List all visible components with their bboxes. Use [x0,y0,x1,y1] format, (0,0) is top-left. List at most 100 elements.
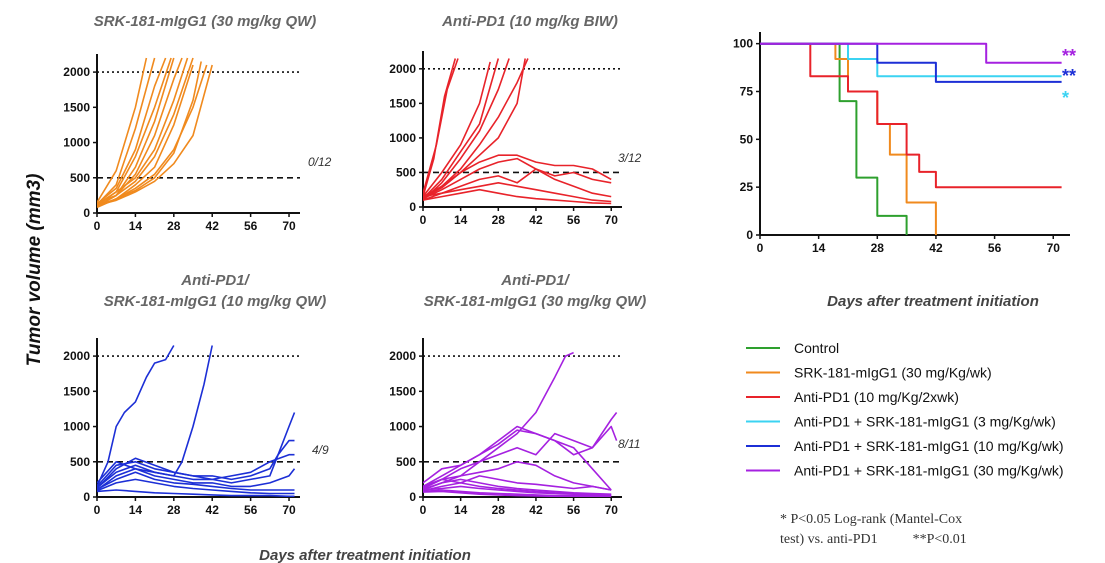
panel-4-title-line2: SRK-181-mIgG1 (30 mg/kg QW) [424,293,647,310]
x-tick-label: 14 [129,219,143,233]
series-line-6 [760,42,1062,64]
x-tick-label: 56 [244,219,258,233]
panel-3-title-line2: SRK-181-mIgG1 (10 mg/kg QW) [104,293,327,310]
survival-x-axis-label: Days after treatment initiation [827,293,1039,310]
series-group [97,345,296,497]
y-tick-label: 1000 [63,420,90,434]
y-tick-label: 1500 [63,384,90,398]
series-line-5 [97,453,295,489]
series-group [423,58,612,205]
series-line-3 [97,57,167,205]
shared-y-axis-label: Tumor volume (mm3) [24,174,45,367]
series-line-1 [97,57,148,203]
series-line-7 [423,58,526,199]
x-tick-label: 42 [529,503,543,517]
panel-3-title-line1: Anti-PD1/ [180,272,250,289]
y-tick-label: 0 [83,206,90,220]
x-tick-label: 70 [605,503,619,517]
y-tick-label: 500 [70,455,90,469]
series-line-6 [423,475,612,491]
x-tick-label: 70 [1047,241,1061,255]
series-line-9 [423,157,612,200]
panel-2: 0 14 28 42 56 70 0 500 1000 1500 2000 3/12 [389,51,642,227]
y-tick-label: 1000 [389,131,416,145]
series-group [423,351,618,497]
panel-3: 0 14 28 42 56 70 0 500 1000 1500 2000 4/9 [63,338,329,517]
series-line-5 [423,460,612,491]
series-line-3 [423,61,491,198]
responder-count: 0/12 [308,155,332,169]
y-tick-label: 0 [83,490,90,504]
legend-label: Control [794,340,839,356]
series-line-1 [423,351,574,488]
series-line-8 [423,154,612,198]
significance-marker: ** [1062,66,1076,86]
y-tick-label: 500 [396,455,416,469]
x-tick-label: 0 [94,219,101,233]
series-line-8 [97,57,194,204]
y-tick-label: 500 [70,171,90,185]
y-tick-label: 0 [409,490,416,504]
y-tick-label: 0 [746,228,753,242]
series-line-1 [97,345,175,487]
x-tick-label: 28 [167,219,181,233]
series-line-11 [423,182,612,203]
series-line-10 [423,168,612,201]
y-tick-label: 100 [733,37,753,51]
x-tick-label: 56 [567,213,581,227]
series-group [97,57,213,209]
series-line-2 [97,57,156,206]
y-tick-label: 1500 [389,96,416,110]
x-tick-label: 42 [206,503,220,517]
y-tick-label: 2000 [389,349,416,363]
series-line-7 [97,471,295,491]
series-line-2 [760,42,937,235]
panel-4-title-line1: Anti-PD1/ [500,272,570,289]
series-line-4 [423,58,500,200]
series-line-2 [97,345,213,484]
footnote-line-1: * P<0.05 Log-rank (Mantel-Cox [780,512,963,527]
x-tick-label: 14 [129,503,143,517]
x-tick-label: 0 [757,241,764,255]
x-tick-label: 28 [492,503,506,517]
series-line-3 [760,42,1062,189]
x-tick-label: 56 [988,241,1002,255]
x-tick-label: 14 [454,213,468,227]
panel-2-title: Anti-PD1 (10 mg/kg BIW) [441,13,618,30]
y-tick-label: 0 [409,200,416,214]
series-line-5 [423,58,510,201]
x-tick-label: 0 [94,503,101,517]
x-tick-label: 28 [871,241,885,255]
series-line-2 [423,412,618,484]
y-tick-label: 75 [740,84,754,98]
y-tick-label: 1500 [389,384,416,398]
series-line-11 [423,490,612,497]
footnote-line-2: test) vs. anti-PD1 **P<0.01 [780,532,967,547]
x-tick-label: 42 [529,213,543,227]
series-line-4 [760,42,1062,78]
x-tick-label: 70 [282,219,296,233]
x-tick-label: 56 [244,503,258,517]
series-line-7 [97,57,189,206]
series-line-3 [423,429,612,491]
legend-label: Anti-PD1 (10 mg/Kg/2xwk) [794,389,959,405]
y-tick-label: 50 [740,132,754,146]
series-line-12 [423,188,612,205]
x-tick-label: 0 [420,213,427,227]
series-line-11 [97,64,213,207]
y-tick-label: 1000 [389,420,416,434]
panel-1: 0 14 28 42 56 70 0 500 1000 1500 2000 0/12 [63,54,332,233]
legend-label: Anti-PD1 + SRK-181-mIgG1 (10 mg/Kg/wk) [794,438,1064,454]
shared-x-axis-label: Days after treatment initiation [259,547,471,563]
responder-count: 3/12 [618,151,642,165]
y-tick-label: 2000 [389,62,416,76]
series-line-12 [97,61,202,208]
legend-label: SRK-181-mIgG1 (30 mg/Kg/wk) [794,365,992,381]
y-tick-label: 500 [396,165,416,179]
survival-legend: Control SRK-181-mIgG1 (30 mg/Kg/wk) Anti-P… [746,340,1064,479]
x-tick-label: 56 [567,503,581,517]
responder-count: 4/9 [312,443,329,457]
series-line-9 [423,485,612,497]
